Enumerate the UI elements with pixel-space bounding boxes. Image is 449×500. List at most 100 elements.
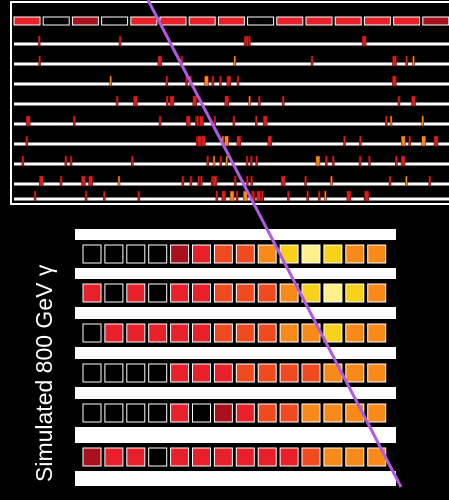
strip-segment bbox=[247, 16, 275, 26]
cal-cell bbox=[170, 403, 190, 423]
hit bbox=[330, 175, 333, 187]
hit bbox=[243, 35, 247, 47]
hit bbox=[211, 75, 215, 87]
hit bbox=[385, 115, 388, 127]
hit bbox=[38, 55, 41, 67]
tracker-frame bbox=[10, 1, 449, 205]
label: Simulated 800 GeV γ bbox=[31, 264, 57, 482]
hit bbox=[59, 175, 63, 187]
cal-cell bbox=[367, 244, 387, 264]
hit bbox=[315, 155, 321, 167]
hit bbox=[25, 135, 29, 147]
hit bbox=[255, 155, 258, 167]
hit bbox=[332, 155, 335, 167]
hit bbox=[433, 135, 439, 147]
cal-cell bbox=[126, 244, 146, 264]
hit bbox=[197, 135, 203, 147]
hit bbox=[197, 175, 200, 187]
cal-cell bbox=[170, 447, 190, 467]
track-line bbox=[146, 0, 403, 488]
hit bbox=[248, 35, 251, 47]
cal-cell bbox=[213, 283, 233, 303]
hit bbox=[400, 135, 406, 147]
hit bbox=[306, 190, 309, 202]
hit bbox=[411, 95, 416, 107]
hit bbox=[325, 155, 328, 167]
hit bbox=[346, 190, 352, 202]
strip-segment bbox=[101, 16, 129, 26]
hit bbox=[280, 175, 286, 187]
cal-cell bbox=[257, 403, 277, 423]
hit bbox=[226, 75, 232, 87]
hit bbox=[267, 135, 273, 147]
hit bbox=[245, 155, 249, 167]
cal-cell bbox=[279, 403, 299, 423]
cal-cell bbox=[192, 363, 211, 383]
cal-cell bbox=[192, 283, 211, 303]
hit bbox=[250, 155, 253, 167]
cal-cell bbox=[323, 447, 343, 467]
cal-cell bbox=[301, 283, 321, 303]
hit bbox=[400, 155, 406, 167]
cal-cell bbox=[82, 447, 102, 467]
hit bbox=[169, 95, 175, 107]
cal-cell bbox=[213, 323, 233, 343]
strip-segment bbox=[305, 16, 333, 26]
hit bbox=[318, 190, 321, 202]
hit bbox=[199, 115, 204, 127]
cal-cell bbox=[257, 244, 277, 264]
cal-cell bbox=[301, 403, 321, 423]
cal-cell bbox=[126, 363, 146, 383]
hit bbox=[229, 190, 235, 202]
cal-cell bbox=[148, 403, 168, 423]
cal-cell bbox=[367, 403, 387, 423]
hit bbox=[282, 95, 285, 107]
cal-cell bbox=[170, 283, 190, 303]
hit bbox=[368, 155, 371, 167]
cal-cell bbox=[279, 363, 299, 383]
hit bbox=[72, 115, 76, 127]
cal-cell bbox=[170, 244, 190, 264]
cal-cell bbox=[301, 244, 321, 264]
cal-cell bbox=[279, 283, 299, 303]
hit bbox=[392, 55, 397, 67]
strip-segment bbox=[159, 16, 187, 26]
strip-segment bbox=[393, 16, 421, 26]
cal-cell bbox=[104, 323, 124, 343]
hit bbox=[232, 115, 236, 127]
cal-cell bbox=[170, 363, 190, 383]
hit bbox=[109, 75, 112, 87]
hit bbox=[304, 175, 307, 187]
hit bbox=[224, 135, 229, 147]
cal-cell bbox=[235, 283, 255, 303]
strip-segment bbox=[71, 16, 99, 26]
hit bbox=[186, 115, 191, 127]
cal-cell bbox=[126, 447, 146, 467]
cal-cell bbox=[148, 323, 168, 343]
hit bbox=[242, 190, 248, 202]
cal-cell bbox=[192, 403, 211, 423]
hit bbox=[234, 175, 237, 187]
cal-cell bbox=[345, 323, 365, 343]
cal-cell bbox=[367, 363, 387, 383]
hit bbox=[343, 135, 346, 147]
cal-cell bbox=[213, 403, 233, 423]
hit bbox=[364, 190, 370, 202]
strip-segment bbox=[188, 16, 216, 26]
hit bbox=[408, 135, 411, 147]
cal-cell bbox=[148, 363, 168, 383]
cal-cell bbox=[82, 363, 102, 383]
cal-cell bbox=[235, 447, 255, 467]
cal-cell bbox=[323, 283, 343, 303]
strip-segment bbox=[130, 16, 158, 26]
cal-cell bbox=[345, 283, 365, 303]
hit bbox=[405, 175, 408, 187]
cal-cell bbox=[126, 403, 146, 423]
cal-cell bbox=[235, 323, 255, 343]
hit bbox=[324, 190, 327, 202]
cal-cell bbox=[257, 447, 277, 467]
strip-segment bbox=[13, 16, 41, 26]
hit bbox=[165, 95, 169, 107]
cal-cell bbox=[82, 323, 102, 343]
